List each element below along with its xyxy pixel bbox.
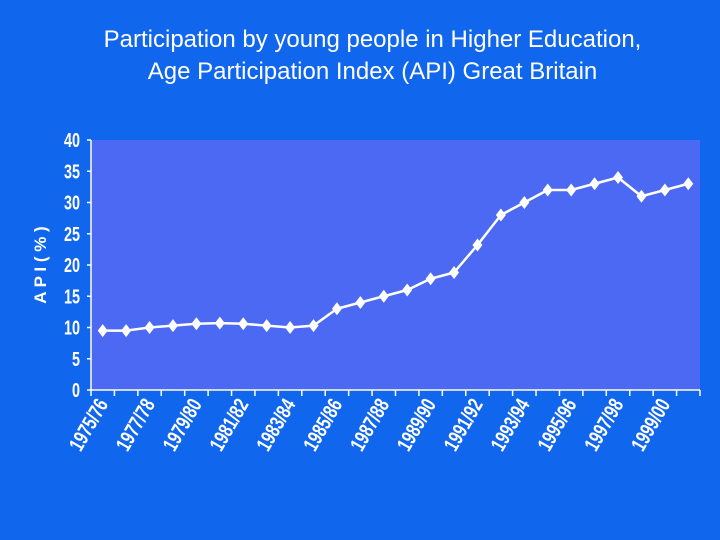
- x-tick-label: 1987/88: [345, 394, 394, 455]
- x-tick-label: 1999/00: [626, 394, 675, 455]
- data-point-marker: [285, 321, 296, 334]
- data-point-marker: [683, 177, 694, 191]
- x-tick-label: 1989/90: [392, 394, 441, 455]
- data-point-marker: [261, 319, 272, 333]
- data-point-marker: [238, 317, 249, 331]
- data-point-marker: [144, 321, 155, 334]
- data-point-marker: [566, 183, 577, 197]
- x-tick-label: 1993/94: [486, 394, 535, 455]
- plot-area: [91, 140, 700, 390]
- y-tick-label: 40: [64, 129, 80, 152]
- data-point-marker: [659, 183, 670, 197]
- data-point-marker: [472, 238, 483, 252]
- data-point-marker: [308, 319, 319, 333]
- y-tick-label: 15: [64, 285, 80, 308]
- y-tick-label: 20: [64, 254, 80, 277]
- y-axis-title: A P I ( % ): [31, 226, 50, 303]
- y-tick-label: 25: [64, 222, 80, 245]
- x-axis: 1975/761977/781979/801981/821983/841985/…: [64, 389, 701, 455]
- data-point-marker: [589, 177, 600, 191]
- x-tick-label: 1983/84: [251, 394, 300, 455]
- data-point-marker: [378, 289, 389, 303]
- y-axis: 0 5 10 15 20 25 30 35 40: [64, 129, 92, 402]
- y-tick-label: 0: [72, 379, 80, 402]
- x-tick-label: 1979/80: [158, 394, 207, 455]
- x-tick-label: 1991/92: [439, 394, 488, 455]
- data-point-marker: [97, 324, 108, 338]
- data-point-marker: [355, 296, 366, 309]
- y-tick-label: 5: [72, 347, 80, 370]
- x-tick-label: 1997/98: [579, 394, 628, 455]
- data-point-marker: [519, 196, 530, 209]
- y-tick-label: 30: [64, 191, 80, 214]
- data-point-marker: [191, 317, 202, 331]
- x-tick-label: 1977/78: [111, 394, 160, 455]
- data-point-marker: [167, 319, 178, 333]
- data-point-marker: [636, 189, 647, 203]
- series-layer: [97, 171, 694, 338]
- data-point-marker: [214, 316, 225, 330]
- chart-title: Participation by young people in Higher …: [0, 24, 720, 88]
- data-point-marker: [449, 266, 460, 279]
- data-point-marker: [331, 302, 342, 316]
- data-point-marker: [542, 183, 553, 197]
- y-tick-label: 10: [64, 316, 80, 339]
- data-point-marker: [425, 272, 436, 286]
- x-tick-label: 1975/76: [64, 394, 113, 455]
- x-tick-label: 1995/96: [532, 394, 581, 455]
- x-tick-label: 1985/86: [298, 394, 347, 455]
- y-tick-label: 35: [64, 160, 80, 183]
- x-tick-label: 1981/82: [204, 394, 253, 455]
- data-point-marker: [402, 283, 413, 297]
- data-point-marker: [613, 171, 624, 184]
- chart-title-line-2: Age Participation Index (API) Great Brit…: [147, 58, 598, 85]
- data-point-marker: [121, 324, 132, 338]
- data-point-marker: [495, 208, 506, 222]
- chart-title-line-1: Participation by young people in Higher …: [103, 26, 642, 53]
